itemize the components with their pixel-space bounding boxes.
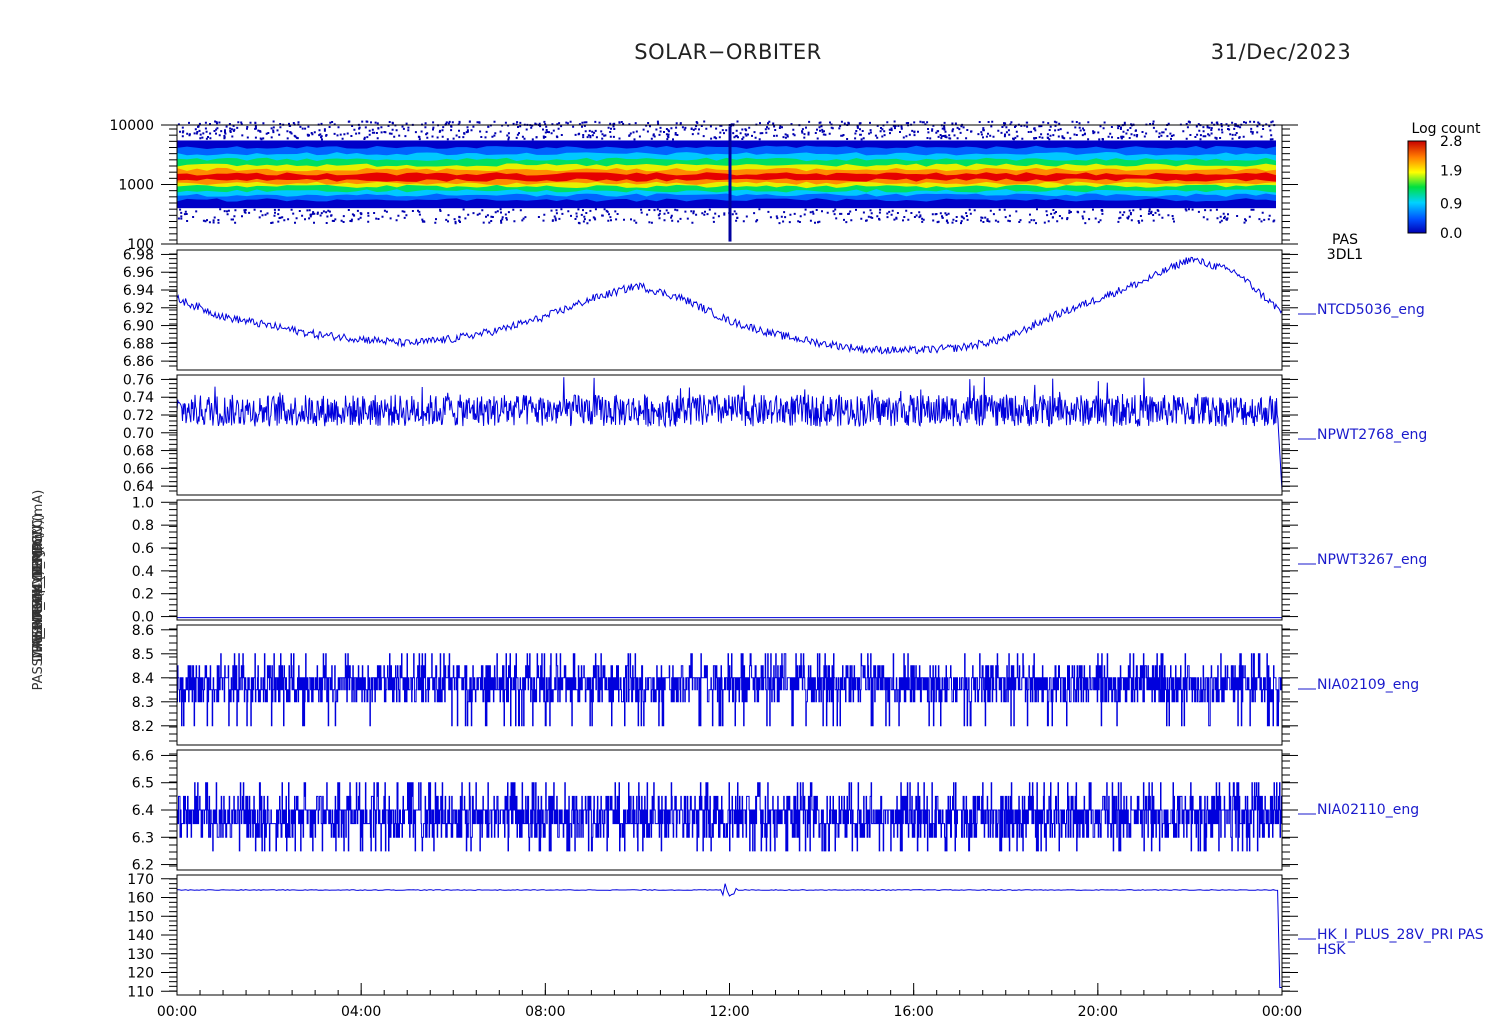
- panel-label: NPWT3267_eng: [1317, 552, 1427, 568]
- panel-2: 6.98 6.96 6.94 6.92 6.906.88 6.86 NTCD5036_eng: [123, 247, 1425, 371]
- panel-6: 6.6 6.5 6.4 6.3 6.2 NIA02110_eng: [132, 748, 1419, 873]
- y-tick-label: 0.68: [123, 444, 154, 460]
- x-tick-label: 00:00: [157, 1004, 197, 1020]
- panel-label: PAS: [1332, 232, 1358, 248]
- colorbar-title: Log count: [1412, 121, 1481, 137]
- panel-frame: [176, 374, 1283, 496]
- y-tick-label: 6.6: [132, 748, 154, 764]
- y-tick-label: 1000: [118, 178, 154, 194]
- panel-7: 170 160 150 140 130 120 110 HK_I_PLUS_28V_PRI P…: [127, 872, 1484, 1001]
- y-tick-label: 110: [127, 984, 154, 1000]
- y-tick-label: 6.96: [123, 265, 154, 281]
- panel-label: NPWT2768_eng: [1317, 427, 1427, 443]
- y-tick-label: 0.70: [123, 426, 154, 442]
- x-tick-label: 20:00: [1078, 1004, 1118, 1020]
- series-line: [176, 377, 1283, 491]
- y-tick-label: 0.8: [132, 518, 154, 534]
- y-tick-label: 6.90: [123, 319, 154, 335]
- y-tick-label: 8.2: [132, 719, 154, 735]
- y-axis-label: THERMCA4_FP (mV): [31, 525, 46, 656]
- y-tick-label: 120: [127, 966, 154, 982]
- band-layer: [177, 172, 1276, 182]
- panel-label: NIA02109_eng: [1317, 677, 1419, 693]
- y-tick-label: 170: [127, 872, 154, 888]
- y-tick-label: 6.3: [132, 830, 154, 846]
- y-tick-label: 140: [127, 928, 154, 944]
- x-tick-label: 16:00: [893, 1004, 933, 1020]
- y-tick-label: 100: [127, 237, 154, 253]
- y-tick-label: 8.6: [132, 623, 154, 639]
- y-axis-label: Apx Temp (Deg C): [31, 531, 46, 648]
- colorbar-gradient: [1407, 140, 1427, 234]
- panel-label: 3DL1: [1327, 247, 1363, 263]
- y-tick-label: 0.72: [123, 408, 154, 424]
- y-axis-label: E (eV): [31, 570, 46, 609]
- x-tick-label: 04:00: [341, 1004, 381, 1020]
- y-tick-label: 6.88: [123, 336, 154, 352]
- panel-label: NTCD5036_eng: [1317, 302, 1425, 318]
- y-tick-label: 6.86: [123, 354, 154, 370]
- series-line: [176, 256, 1283, 355]
- spectrogram: [177, 120, 1276, 242]
- y-tick-label: 0.76: [123, 372, 154, 388]
- y-tick-label: 0.66: [123, 461, 154, 477]
- y-tick-label: 6.98: [123, 247, 154, 263]
- y-tick-label: 0.74: [123, 390, 154, 406]
- y-tick-label: 0.0: [132, 610, 154, 626]
- speckle-noise: [177, 120, 1276, 225]
- y-tick-label: 6.4: [132, 803, 154, 819]
- noon-streak: [728, 126, 732, 242]
- y-tick-label: 160: [127, 891, 154, 907]
- y-axis-label: SWA_EOBOX_TEMP (°C): [31, 514, 46, 667]
- x-tick-label: 08:00: [525, 1004, 565, 1020]
- panel-frame: [176, 249, 1283, 371]
- panel-4: 1.0 0.8 0.6 0.4 0.2 0.0 NPWT3267_eng: [132, 495, 1428, 625]
- panel-frame: [176, 874, 1283, 996]
- y-tick-label: 10000: [109, 118, 154, 134]
- y-tick-label: 6.5: [132, 776, 154, 792]
- colorbar-tick-label: 2.8: [1440, 134, 1462, 150]
- y-axis-label: SWA_CU_TEMP: [31, 542, 46, 638]
- y-tick-label: 6.92: [123, 301, 154, 317]
- y-tick-label: 8.3: [132, 695, 154, 711]
- mission-title: SOLAR−ORBITER: [634, 40, 822, 64]
- panel-frame: [176, 499, 1283, 621]
- panel-label: NIA02110_eng: [1317, 802, 1419, 818]
- colorbar-tick-label: 0.0: [1440, 226, 1462, 242]
- date-label: 31/Dec/2023: [1211, 40, 1351, 64]
- y-tick-label: 6.2: [132, 858, 154, 874]
- time-axis: 00:00 04:00 08:00 12:00 16:00 20:00 00:00: [157, 983, 1302, 1020]
- y-tick-label: 8.5: [132, 647, 154, 663]
- y-tick-label: 1.0: [132, 495, 154, 511]
- y-tick-label: 150: [127, 909, 154, 925]
- y-tick-label: 130: [127, 947, 154, 963]
- colorbar-tick-label: 0.9: [1440, 196, 1462, 212]
- panel-5: 8.6 8.5 8.4 8.3 8.2 NIA02109_eng: [132, 623, 1419, 746]
- colorbar-tick-label: 1.9: [1440, 164, 1462, 180]
- y-tick-label: 0.64: [123, 479, 154, 495]
- y-axis-label: PAS DPU_HK_IMON_PDCU (mA): [31, 490, 46, 691]
- x-tick-label: 12:00: [709, 1004, 749, 1020]
- y-axis-label: THERMCA4_CUP (mV): [31, 519, 46, 661]
- y-tick-label: 0.2: [132, 587, 154, 603]
- series-line: [177, 883, 1282, 988]
- y-tick-label: 0.4: [132, 564, 154, 580]
- y-axis-labels: E (eV)Apx Temp (Deg C)SWA_EOBOX_TEMP (°C…: [31, 490, 46, 691]
- series-line: [176, 653, 1283, 727]
- x-tick-label: 00:00: [1262, 1004, 1302, 1020]
- panel-3: 0.76 0.74 0.72 0.70 0.680.66 0.64 NPWT2768_eng: [123, 372, 1427, 496]
- panel-label: HSK: [1317, 942, 1346, 958]
- panel-label: HK_I_PLUS_28V_PRI PAS: [1317, 927, 1484, 943]
- series-line: [176, 782, 1282, 852]
- y-tick-label: 8.4: [132, 671, 154, 687]
- y-tick-label: 6.94: [123, 283, 154, 299]
- y-tick-label: 0.6: [132, 541, 154, 557]
